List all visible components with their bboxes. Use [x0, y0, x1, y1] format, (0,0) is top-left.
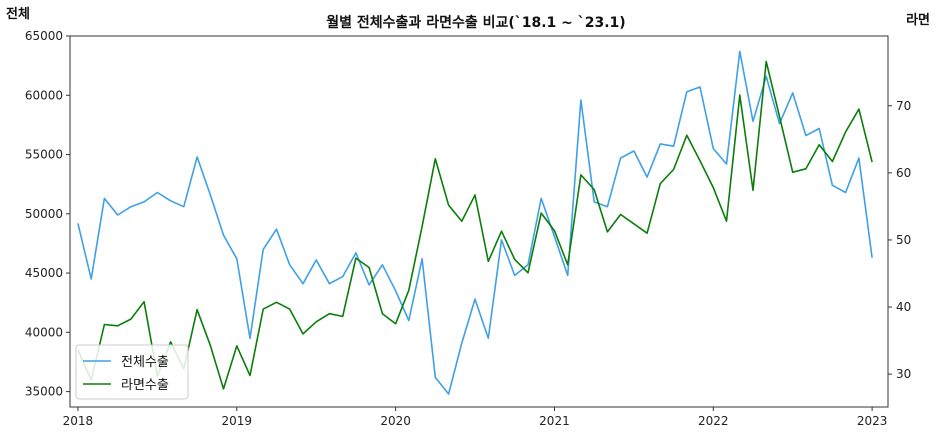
left-y-tick-label: 45000 [25, 266, 63, 280]
series-line-ramen [77, 60, 873, 390]
x-tick-label: 2023 [857, 414, 888, 428]
x-tick-label: 2020 [380, 414, 411, 428]
x-tick-label: 2019 [222, 414, 253, 428]
right-y-tick-label: 50 [896, 233, 911, 247]
plot-frame [69, 35, 889, 408]
chart-title: 월별 전체수출과 라면수출 비교(`18.1 ~ `23.1) [326, 14, 625, 31]
legend: 전체수출 라면수출 [75, 344, 189, 400]
legend-box [75, 344, 189, 400]
left-y-axis: 35000 40000 45000 50000 55000 60000 65000 [25, 29, 70, 399]
left-y-tick-label: 60000 [25, 88, 63, 102]
legend-label-total: 전체수출 [121, 355, 169, 370]
right-y-tick-label: 40 [896, 300, 911, 314]
series-layer [77, 50, 873, 395]
right-y-tick-label: 60 [896, 166, 911, 180]
left-y-tick-label: 55000 [25, 148, 63, 162]
left-y-tick-label: 40000 [25, 325, 63, 339]
left-y-tick-label: 35000 [25, 385, 63, 399]
legend-label-ramen: 라면수출 [121, 378, 169, 393]
series-line-total [77, 50, 873, 395]
x-tick-label: 2022 [698, 414, 729, 428]
right-axis-title: 라면 [906, 12, 930, 28]
left-y-tick-label: 50000 [25, 207, 63, 221]
right-y-axis: 30 40 50 60 70 [888, 99, 911, 381]
left-axis-title: 전체 [6, 6, 30, 22]
x-axis: 2018 2019 2020 2021 2022 2023 [63, 407, 888, 428]
x-tick-label: 2021 [539, 414, 570, 428]
left-y-tick-label: 65000 [25, 29, 63, 43]
right-y-tick-label: 30 [896, 367, 911, 381]
x-tick-label: 2018 [63, 414, 94, 428]
right-y-tick-label: 70 [896, 99, 911, 113]
